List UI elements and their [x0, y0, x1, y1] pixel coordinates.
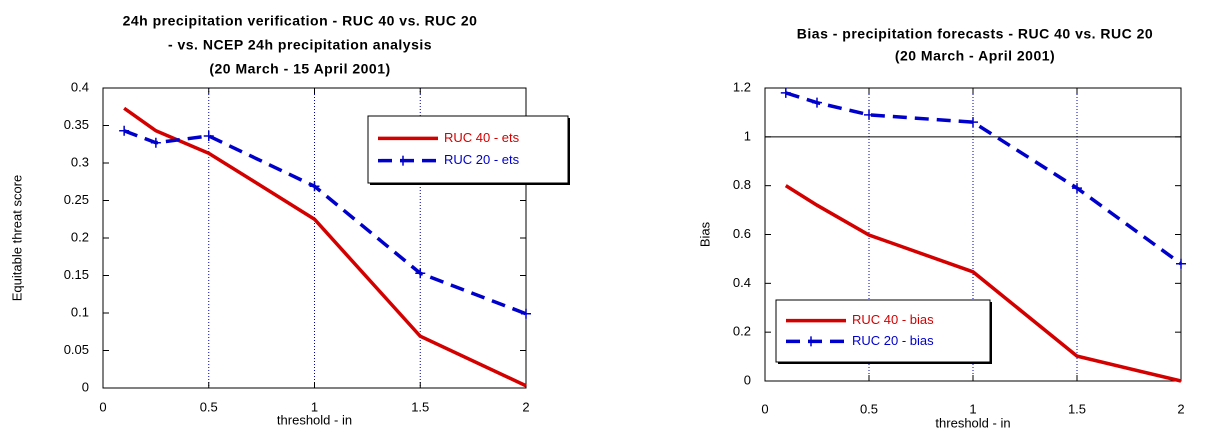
legend-label: RUC 20 - ets	[444, 152, 520, 167]
legend-label: RUC 20 - bias	[852, 333, 934, 348]
chart-title: (20 March - 15 April 2001)	[209, 61, 390, 77]
x-tick-label: 1	[311, 399, 318, 414]
y-tick-label: 0.05	[64, 342, 89, 357]
marker	[780, 87, 791, 98]
x-tick-label: 0.5	[860, 401, 878, 416]
x-tick-label: 2	[522, 399, 529, 414]
y-axis-label: Bias	[697, 221, 712, 247]
y-tick-label: 0.15	[64, 267, 89, 282]
marker	[521, 308, 531, 319]
legend-label: RUC 40 - bias	[852, 312, 934, 327]
y-tick-label: 0.1	[71, 304, 89, 319]
chart-title: (20 March - April 2001)	[895, 48, 1055, 64]
marker	[1072, 183, 1082, 194]
marker	[812, 97, 822, 108]
marker	[203, 131, 214, 141]
legend-box	[367, 115, 569, 184]
x-tick-label: 2	[1177, 401, 1184, 416]
y-tick-label: 0.4	[71, 79, 89, 94]
series-line	[123, 106, 527, 388]
x-tick-label: 0	[761, 401, 768, 416]
series-line	[784, 184, 1182, 383]
y-tick-label: 0.25	[64, 192, 89, 207]
marker	[415, 268, 426, 279]
y-tick-label: 0.3	[71, 154, 89, 169]
series-line	[785, 91, 1183, 266]
marker	[150, 137, 161, 148]
chart-title: Bias - precipitation forecasts - RUC 40 …	[797, 26, 1153, 42]
x-axis-label: threshold - in	[935, 415, 1010, 430]
marker	[119, 125, 130, 136]
x-tick-label: 1.5	[411, 399, 429, 414]
marker	[968, 117, 978, 128]
y-tick-label: 0.8	[733, 177, 751, 192]
y-tick-label: 0	[82, 379, 89, 394]
y-tick-label: 0	[744, 372, 751, 387]
y-tick-label: 0.35	[64, 117, 89, 132]
marker	[864, 109, 874, 120]
y-tick-label: 1.2	[733, 79, 751, 94]
y-tick-label: 1	[744, 128, 751, 143]
x-tick-label: 0	[99, 399, 106, 414]
x-tick-label: 0.5	[200, 399, 218, 414]
y-tick-label: 0.6	[733, 226, 751, 241]
chart-title: - vs. NCEP 24h precipitation analysis	[168, 37, 432, 53]
y-tick-label: 0.2	[71, 229, 89, 244]
chart-title: 24h precipitation verification - RUC 40 …	[123, 13, 478, 29]
legend-box	[775, 299, 991, 363]
y-tick-label: 0.2	[733, 324, 751, 339]
y-axis-label: Equitable threat score	[9, 175, 24, 301]
marker	[1176, 258, 1186, 269]
x-tick-label: 1.5	[1068, 401, 1086, 416]
marker	[309, 181, 320, 192]
series-line	[123, 129, 527, 316]
y-tick-label: 0.4	[733, 275, 751, 290]
x-axis-label: threshold - in	[277, 412, 352, 427]
legend-label: RUC 40 - ets	[444, 130, 520, 145]
x-tick-label: 1	[969, 401, 976, 416]
